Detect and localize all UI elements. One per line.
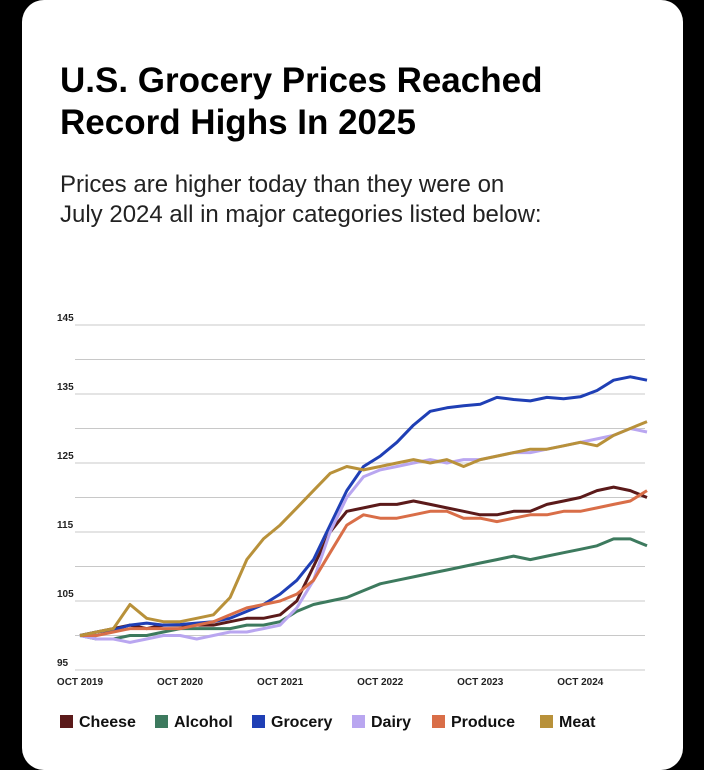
series-line [79, 485, 648, 637]
legend-swatch [252, 715, 265, 728]
legend-swatch [60, 715, 73, 728]
title-line: U.S. Grocery Prices Reached [60, 61, 542, 100]
series-line [80, 489, 648, 637]
y-tick-label: 145 [57, 313, 74, 324]
series-line [79, 375, 648, 637]
x-tick-label: OCT 2021 [257, 677, 304, 688]
subtitle-line: July 2024 all in major categories listed… [60, 201, 542, 228]
y-tick-label: 135 [57, 382, 74, 393]
series-line [79, 427, 648, 644]
legend-swatch [432, 715, 445, 728]
x-tick-label: OCT 2022 [357, 677, 404, 688]
title-line: Record Highs In 2025 [60, 103, 416, 142]
legend-label: Grocery [271, 714, 332, 731]
chart: U.S. Grocery Prices Reached Record Highs… [57, 61, 648, 731]
subtitle-line: Prices are higher today than they were o… [60, 171, 504, 198]
y-tick-label: 115 [57, 520, 74, 531]
legend-label: Alcohol [174, 714, 233, 731]
x-tick-label: OCT 2020 [157, 677, 204, 688]
legend-label: Produce [451, 714, 515, 731]
legend-swatch [155, 715, 168, 728]
y-tick-label: 95 [57, 658, 69, 669]
y-tick-label: 105 [57, 589, 74, 600]
page: {"chart_data": {"type": "line", "title":… [22, 0, 683, 770]
series-line [79, 420, 648, 637]
x-tick-label: OCT 2024 [557, 677, 604, 688]
y-tick-label: 125 [57, 451, 74, 462]
legend-label: Dairy [371, 714, 411, 731]
legend-label: Meat [559, 714, 596, 731]
legend-label: Cheese [79, 714, 136, 731]
x-tick-label: OCT 2019 [57, 677, 104, 688]
x-tick-label: OCT 2023 [457, 677, 504, 688]
legend-swatch [540, 715, 553, 728]
legend-swatch [352, 715, 365, 728]
